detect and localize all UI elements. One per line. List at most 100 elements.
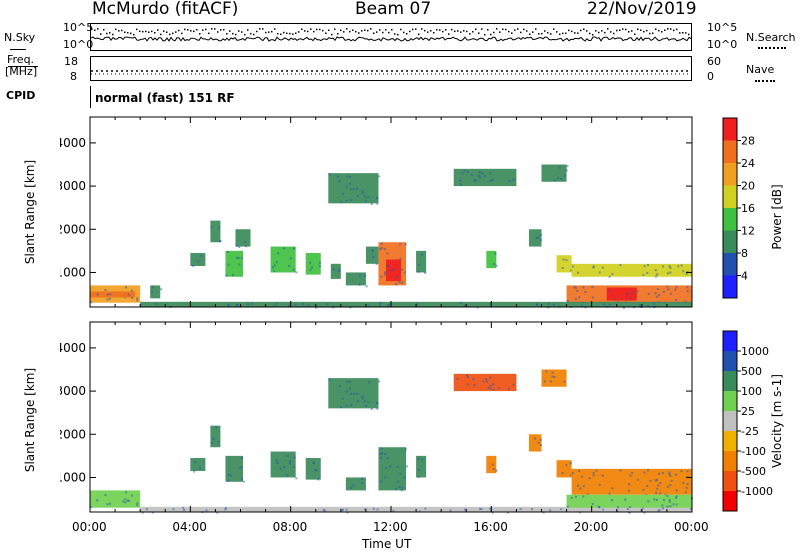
echo-patch [556,255,573,273]
echo-patch [270,246,298,274]
echo-speck [674,288,677,291]
echo-speck [424,507,427,510]
nave-dot-legend [755,80,775,82]
echo-speck [346,175,349,178]
echo-speck [400,489,403,492]
echo-speck [659,492,662,495]
echo-speck [238,246,241,249]
date-title: 22/Nov/2019 [587,0,697,19]
nsearch-dot [451,28,453,31]
echo-speck [315,469,318,472]
echo-speck [294,303,297,306]
echo-speck [368,381,371,384]
echo-speck [356,392,359,395]
nsearch-dot [412,28,414,31]
echo-speck [489,384,492,387]
echo-speck [670,479,673,482]
echo-speck [376,401,379,404]
echo-speck [386,252,389,255]
echo-speck [569,462,572,465]
echo-patch [486,455,498,474]
nsearch-dot [565,32,567,35]
y-tick-label: 3000 [60,384,86,398]
nsearch-dot [577,32,579,34]
freq-trace [91,70,691,75]
nsearch-dot [652,32,654,35]
x-tick-label: 00:00 [72,520,107,534]
echo-speck [104,494,107,497]
nsearch-dot [655,28,657,30]
echo-speck [619,469,622,472]
echo-speck [563,380,566,383]
nsearch-dot [514,29,516,31]
nsky-line-legend [10,49,26,50]
freq-label: Freq. [7,53,35,66]
nsearch-dot [268,31,270,33]
nsearch-dot [688,33,690,36]
echo-speck [686,470,689,473]
echo-speck [192,264,195,267]
echo-speck [384,271,387,274]
echo-speck [341,192,344,195]
echo-speck [647,264,650,267]
echo-speck [199,254,202,257]
echo-cell [235,229,251,247]
nsearch-dot [592,33,594,36]
echo-speck [662,265,665,268]
nsearch-dot [673,29,675,32]
echo-speck [489,387,492,390]
velocity-ylabel: Slant Range [km] [23,367,37,473]
echo-patch [571,468,692,496]
echo-speck [383,247,386,250]
echo-patch [556,460,573,478]
echo-speck [611,273,614,276]
echo-speck [654,305,657,308]
echo-speck [668,473,671,476]
echo-speck [668,265,671,268]
nsearch-dot [202,29,204,31]
echo-speck [216,511,219,514]
echo-speck [628,511,631,514]
echo-patch [235,229,251,249]
nsearch-dot [595,30,597,32]
echo-speck [341,509,344,512]
echo-patch [566,494,694,510]
nsearch-dot [214,28,216,30]
echo-speck [449,509,452,512]
echo-speck [328,378,331,381]
echo-speck [353,393,356,396]
echo-speck [643,511,646,514]
echo-speck [591,503,594,506]
echo-speck [106,293,109,296]
echo-patch [90,291,136,299]
echo-speck [376,202,379,205]
echo-speck [492,383,495,386]
echo-speck [466,383,469,386]
freq-unit: [MHz] [5,65,38,78]
echo-speck [155,303,158,306]
echo-speck [279,467,282,470]
nsearch-dot [463,30,465,32]
nsearch-dot [457,30,459,32]
echo-speck [350,198,353,201]
echo-speck [652,302,655,305]
echo-speck [217,441,220,444]
echo-patch [210,425,221,448]
echo-speck [592,474,595,477]
nsearch-dot [544,30,546,32]
echo-speck [353,188,356,191]
y-tick-label: 4000 [60,341,86,355]
echo-speck [582,495,585,498]
echo-speck [364,508,367,511]
echo-speck [459,301,462,304]
echo-speck [549,380,552,383]
echo-speck [545,370,548,373]
echo-speck [626,293,629,296]
cpid-label: CPID [6,89,36,102]
echo-speck [580,304,583,307]
nsearch-dot [436,28,438,31]
echo-speck [549,509,552,512]
echo-speck [395,283,398,286]
beam-title: Beam 07 [355,0,432,19]
colorbar-tick-label: 4 [741,270,748,283]
